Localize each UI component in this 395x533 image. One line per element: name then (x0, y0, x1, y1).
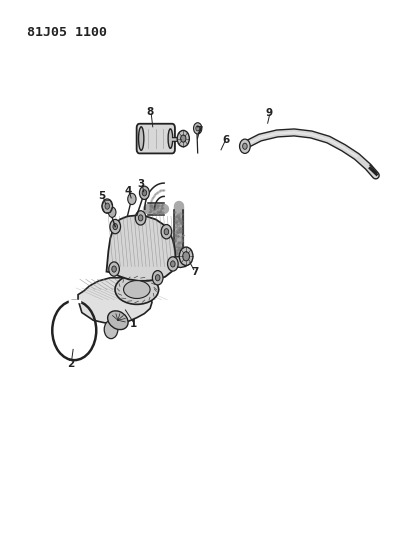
Polygon shape (107, 215, 175, 281)
Circle shape (105, 203, 109, 209)
Circle shape (113, 223, 117, 230)
Polygon shape (174, 255, 190, 268)
Circle shape (102, 199, 113, 213)
Ellipse shape (139, 127, 144, 150)
Text: 8: 8 (147, 107, 154, 117)
Circle shape (179, 247, 193, 265)
Circle shape (183, 252, 190, 261)
Circle shape (196, 126, 199, 131)
Circle shape (108, 207, 116, 217)
Circle shape (164, 229, 169, 235)
Text: 9: 9 (266, 108, 273, 118)
Text: 2: 2 (67, 359, 74, 369)
Circle shape (181, 135, 186, 142)
Circle shape (135, 211, 146, 225)
Circle shape (152, 271, 163, 285)
Circle shape (243, 143, 247, 149)
Text: 81J05 1100: 81J05 1100 (27, 26, 107, 39)
Ellipse shape (115, 274, 159, 304)
FancyBboxPatch shape (137, 124, 175, 154)
Circle shape (139, 186, 149, 199)
Text: 3: 3 (138, 179, 145, 189)
Circle shape (171, 261, 175, 267)
Polygon shape (78, 278, 152, 324)
Circle shape (104, 320, 118, 338)
Circle shape (155, 274, 160, 281)
Circle shape (142, 190, 147, 196)
Circle shape (167, 257, 178, 271)
Circle shape (194, 123, 202, 134)
Ellipse shape (108, 311, 128, 329)
Text: 1: 1 (130, 319, 137, 329)
Circle shape (112, 266, 117, 272)
Text: 4: 4 (125, 186, 132, 196)
Circle shape (161, 224, 172, 239)
Circle shape (110, 220, 120, 234)
Ellipse shape (124, 280, 150, 298)
Ellipse shape (168, 129, 173, 148)
Circle shape (128, 193, 136, 205)
Circle shape (240, 139, 250, 154)
Text: 5: 5 (98, 191, 105, 201)
Text: 7: 7 (196, 126, 203, 136)
Text: 7: 7 (192, 266, 199, 277)
Circle shape (138, 215, 143, 221)
Circle shape (109, 262, 119, 276)
Circle shape (177, 131, 189, 147)
Text: 6: 6 (222, 135, 229, 144)
